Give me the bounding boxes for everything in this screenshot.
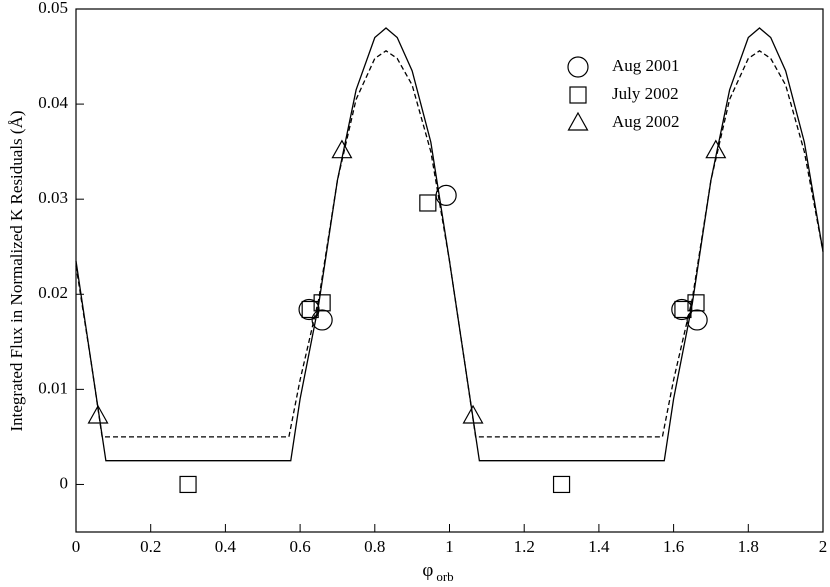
- x-tick-label: 1.4: [588, 537, 610, 556]
- marker-square: [552, 475, 571, 494]
- legend-label: Aug 2001: [612, 56, 680, 75]
- y-tick-label: 0.01: [38, 378, 68, 397]
- legend-label: Aug 2002: [612, 112, 680, 131]
- marker-square: [301, 300, 319, 319]
- y-tick-label: 0: [60, 473, 69, 492]
- marker-circle: [671, 298, 693, 321]
- marker-triangle: [87, 404, 109, 424]
- y-tick-label: 0.03: [38, 188, 68, 207]
- x-tick-label: 0.6: [289, 537, 310, 556]
- legend-label: July 2002: [612, 84, 679, 103]
- x-tick-label: 1.8: [738, 537, 759, 556]
- model-curve: [75, 27, 824, 462]
- marker-circle: [298, 298, 320, 321]
- marker-triangle: [462, 404, 484, 424]
- x-tick-label: 0.4: [215, 537, 237, 556]
- model-curve: [75, 50, 824, 438]
- y-tick-label: 0.05: [38, 0, 68, 17]
- marker-square: [179, 475, 197, 494]
- marker-circle: [567, 56, 589, 78]
- y-tick-label: 0.02: [38, 283, 68, 302]
- x-tick-label: 1: [445, 537, 454, 556]
- y-axis-label: Integrated Flux in Normalized K Residual…: [7, 110, 26, 431]
- x-tick-label: 0.8: [364, 537, 385, 556]
- x-tick-label: 1.6: [663, 537, 684, 556]
- x-tick-label: 1.2: [514, 537, 535, 556]
- marker-square: [313, 294, 331, 312]
- plot-frame: [75, 8, 824, 533]
- x-label-symbol: φ: [422, 560, 433, 581]
- x-axis-label: φ orb: [422, 560, 453, 584]
- x-label-subscript: orb: [436, 569, 453, 584]
- marker-circle: [311, 309, 333, 331]
- marker-square: [674, 300, 692, 319]
- marker-triangle: [331, 139, 353, 159]
- x-tick-label: 0.2: [140, 537, 161, 556]
- marker-square: [569, 86, 587, 104]
- x-tick-label: 0: [72, 537, 81, 556]
- marker-triangle: [705, 139, 727, 159]
- marker-circle: [686, 309, 708, 331]
- marker-square: [419, 194, 437, 212]
- marker-square: [687, 294, 705, 312]
- marker-triangle: [567, 111, 589, 131]
- x-tick-label: 2: [819, 537, 828, 556]
- y-tick-label: 0.04: [38, 93, 68, 112]
